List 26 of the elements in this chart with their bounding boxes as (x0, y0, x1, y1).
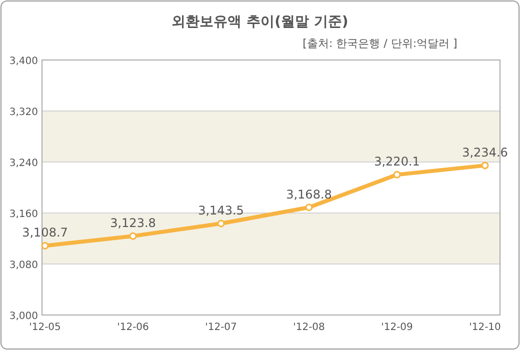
point (217, 220, 225, 228)
data-label: 3,220.1 (374, 154, 420, 169)
point (129, 232, 137, 240)
chart-title: 외환보유액 추이(월말 기준) (172, 14, 348, 30)
point (41, 242, 49, 250)
data-label: 3,143.5 (198, 204, 244, 218)
x-tick-label: '12-10 (469, 322, 501, 333)
y-tick-label: 3,240 (9, 158, 38, 169)
y-tick-label: 3,160 (9, 209, 38, 220)
data-label: 3,123.8 (110, 216, 156, 230)
point (305, 204, 313, 212)
data-label: 3,108.7 (22, 226, 68, 240)
x-tick-label: '12-09 (381, 322, 413, 333)
x-tick-label: '12-08 (293, 322, 325, 333)
data-label: 3,168.8 (286, 187, 332, 202)
y-tick-label: 3,320 (9, 107, 38, 118)
x-tick-label: '12-06 (117, 322, 149, 333)
y-tick-label: 3,400 (9, 56, 38, 67)
data-label: 3,234.6 (462, 145, 508, 160)
point (481, 162, 489, 170)
x-tick-label: '12-05 (29, 322, 61, 333)
point (393, 170, 401, 178)
y-tick-label: 3,000 (9, 311, 38, 322)
chart-subtitle: [출처: 한국은행 / 단위:억달러 ] (302, 37, 458, 50)
x-tick-label: '12-07 (205, 322, 237, 333)
y-tick-label: 3,080 (9, 260, 38, 271)
